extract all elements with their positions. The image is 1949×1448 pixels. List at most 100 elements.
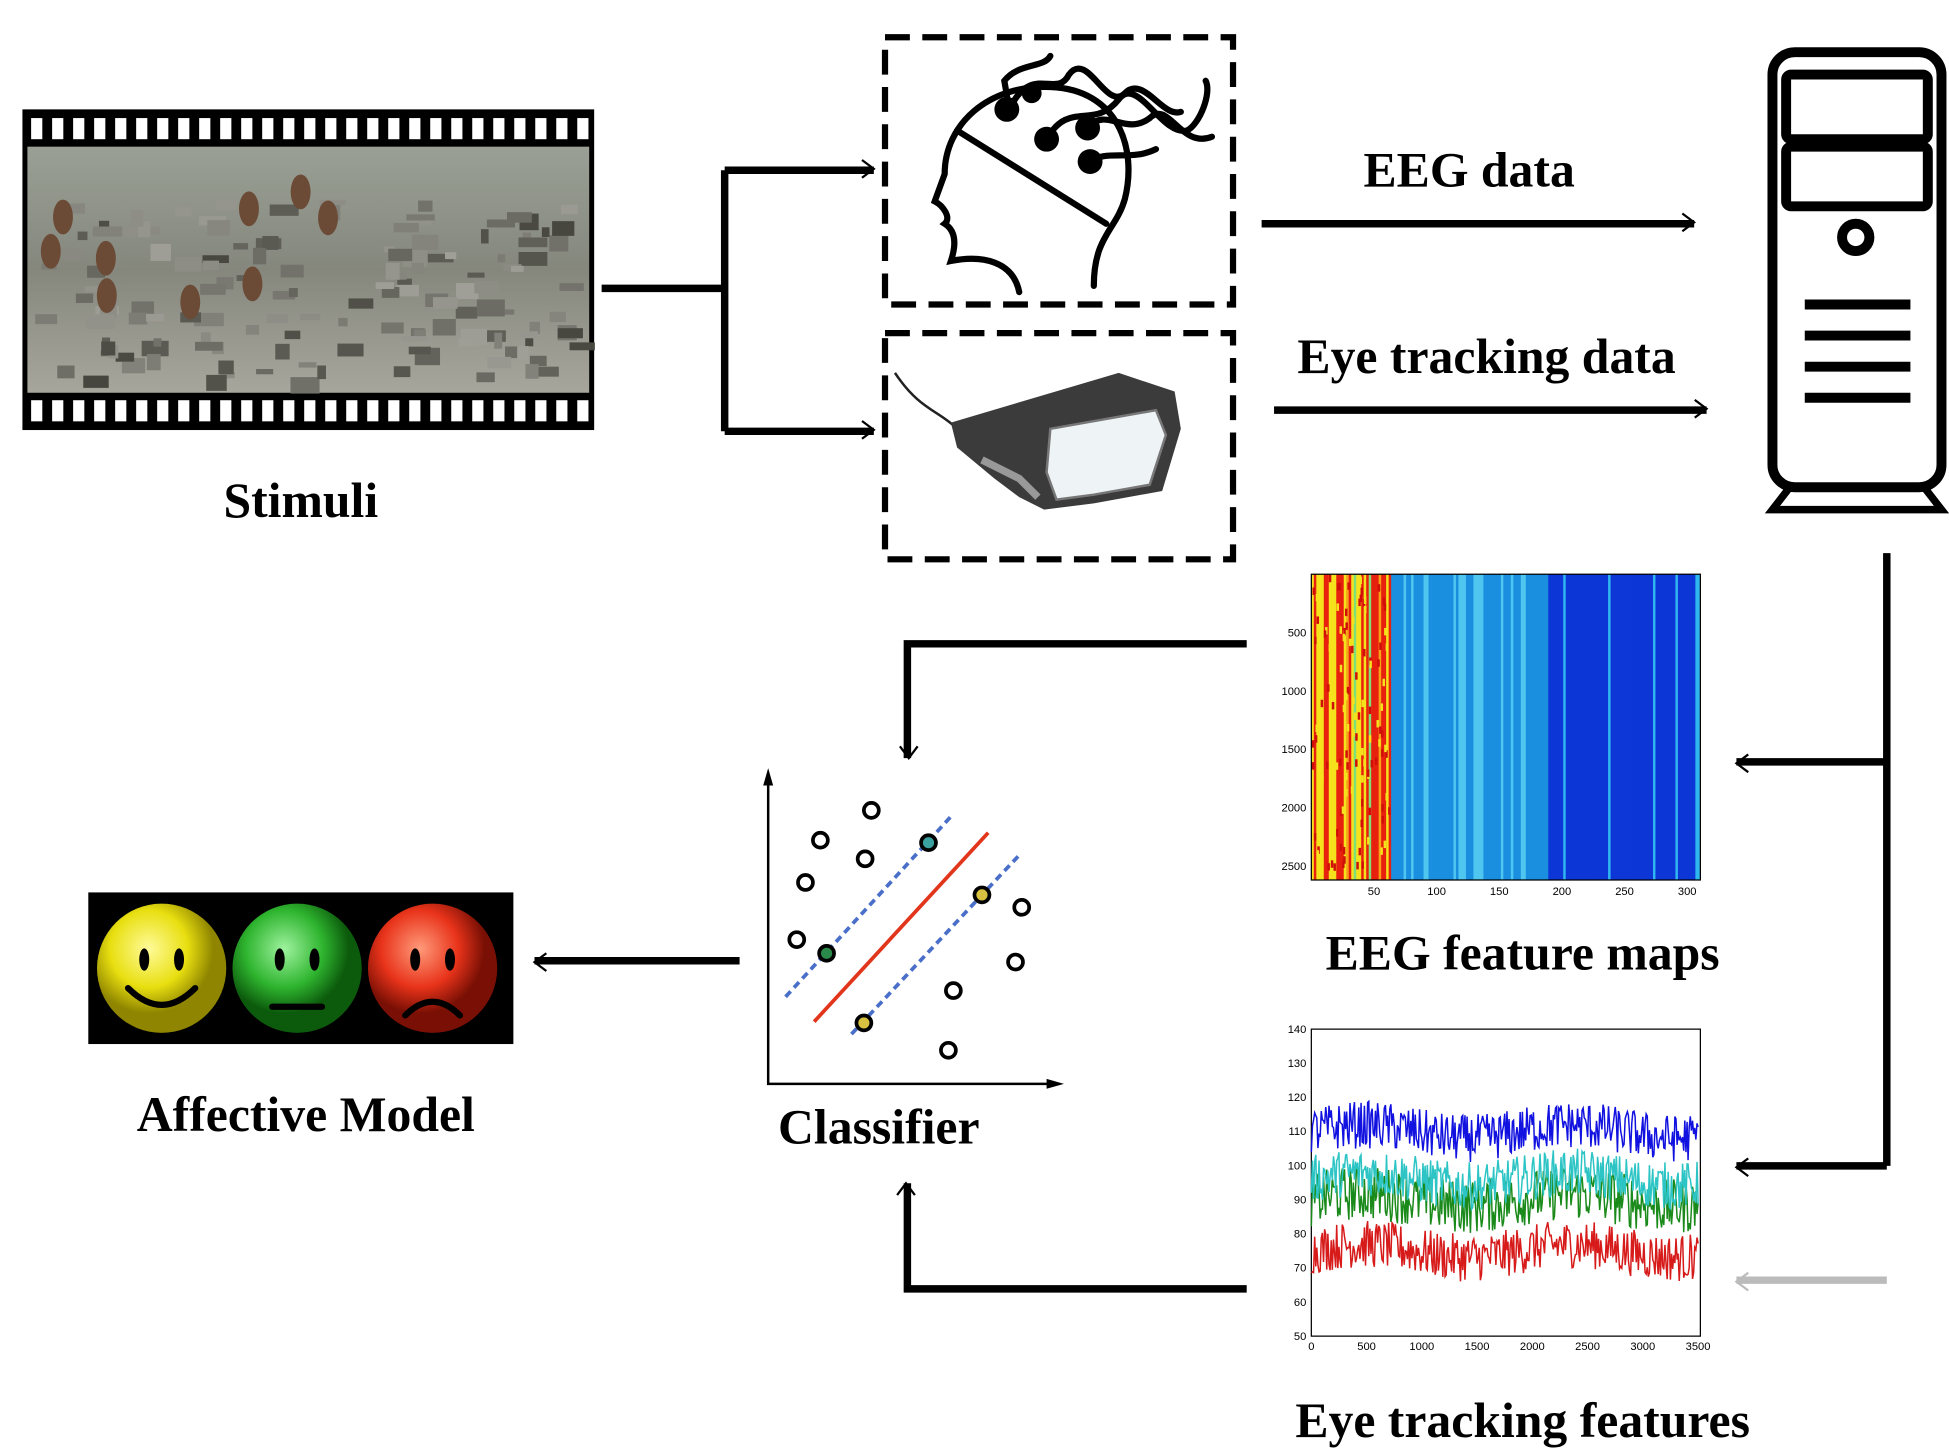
- x-tick-label: 3000: [1630, 1341, 1655, 1353]
- heatmap-speck: [1352, 729, 1355, 737]
- rubble: [220, 372, 235, 379]
- edge-label: EEG data: [1364, 142, 1575, 197]
- figure: [40, 233, 61, 269]
- heatmap-column: [1563, 574, 1567, 880]
- heatmap-speck: [1384, 627, 1387, 636]
- rubble: [474, 281, 499, 294]
- heatmap-speck: [1331, 723, 1335, 731]
- stimuli-label: Stimuli: [224, 473, 379, 528]
- heatmap-speck: [1343, 627, 1346, 636]
- heatmap-column: [1680, 574, 1684, 880]
- heatmap-column: [1358, 574, 1362, 880]
- heatmap-speck: [1336, 603, 1340, 611]
- rubble: [194, 341, 223, 351]
- rubble: [146, 354, 161, 371]
- rubble: [393, 366, 411, 378]
- heatmap-speck: [1357, 712, 1361, 720]
- sprocket-hole: [325, 400, 337, 422]
- heatmap-column: [1321, 574, 1325, 880]
- heatmap-speck: [1376, 719, 1379, 728]
- heatmap-column: [1388, 574, 1392, 880]
- heatmap-column: [1520, 574, 1524, 880]
- heatmap-speck: [1350, 786, 1354, 794]
- heatmap-speck: [1339, 664, 1343, 673]
- x-tick-label: 2500: [1575, 1341, 1600, 1353]
- eye-traces: [1310, 1099, 1699, 1282]
- heatmap-speck: [1342, 704, 1346, 713]
- rubble: [101, 337, 111, 345]
- heatmap-frame: [1310, 573, 1701, 881]
- heatmap-column: [1403, 574, 1407, 880]
- heatmap-column: [1697, 574, 1701, 880]
- sprocket-hole: [52, 118, 64, 140]
- rubble: [541, 227, 550, 237]
- rubble: [517, 346, 529, 360]
- rubble: [518, 331, 538, 339]
- rubble: [401, 336, 429, 342]
- sprocket-hole: [157, 118, 169, 140]
- sample-point: [854, 1013, 874, 1033]
- heatmap-speck: [1339, 843, 1343, 852]
- sprocket-hole: [199, 400, 211, 422]
- heatmap-speck: [1335, 762, 1339, 770]
- heatmap-column: [1438, 574, 1442, 880]
- heatmap-speck: [1340, 808, 1343, 816]
- heatmap-column: [1603, 574, 1606, 880]
- heatmap-column: [1401, 574, 1404, 880]
- heatmap-speck: [1345, 772, 1348, 781]
- y-tick-label: 120: [1288, 1092, 1307, 1104]
- sprocket-hole: [136, 400, 148, 422]
- glasses-icon: [893, 372, 1181, 510]
- heatmap-speck: [1314, 636, 1317, 645]
- heatmap-column: [1398, 574, 1402, 880]
- heatmap-speck: [1385, 750, 1388, 758]
- rubble: [487, 356, 512, 369]
- heatmap-speck: [1377, 584, 1381, 592]
- rubble: [233, 243, 249, 250]
- heatmap-column: [1525, 574, 1529, 880]
- sample-point: [855, 849, 875, 869]
- heatmap-column: [1518, 574, 1522, 880]
- sprocket-hole: [556, 400, 568, 422]
- heatmap-speck: [1339, 626, 1342, 634]
- sprocket-hole: [304, 400, 316, 422]
- heatmap-column: [1341, 574, 1345, 880]
- rubble: [561, 204, 578, 215]
- rubble: [381, 287, 400, 298]
- rubble: [518, 252, 548, 266]
- heatmap-column: [1630, 574, 1634, 880]
- heatmap-speck: [1380, 703, 1384, 711]
- sprocket-hole: [262, 118, 274, 140]
- heatmap-column: [1643, 574, 1646, 880]
- heatmap-speck: [1339, 758, 1342, 767]
- sample-point: [787, 930, 807, 949]
- heatmap-speck: [1316, 850, 1319, 858]
- heatmap-speck: [1313, 833, 1317, 841]
- rubble: [497, 254, 506, 263]
- figure: [239, 191, 259, 227]
- rubble: [445, 252, 457, 260]
- heatmap-speck: [1380, 749, 1384, 757]
- heatmap-column: [1657, 574, 1661, 880]
- heatmap-column: [1598, 574, 1601, 880]
- sprocket-hole: [325, 118, 337, 140]
- heatmap-column: [1530, 574, 1534, 880]
- heatmap-speck: [1315, 593, 1319, 602]
- heatmap-speck: [1367, 837, 1370, 845]
- heatmap-speck: [1354, 712, 1357, 721]
- classifier-label: Classifier: [778, 1099, 980, 1154]
- sprocket-hole: [136, 118, 148, 140]
- rubble: [272, 290, 296, 300]
- heatmap-speck: [1377, 659, 1380, 667]
- heatmap-speck: [1368, 735, 1372, 743]
- y-tick-label: 60: [1294, 1297, 1306, 1309]
- rubble: [75, 293, 94, 303]
- heatmap-column: [1687, 574, 1691, 880]
- heatmap-column: [1353, 574, 1357, 880]
- y-tick-label: 80: [1294, 1229, 1306, 1241]
- heatmap-column: [1443, 574, 1447, 880]
- rubble: [153, 338, 162, 347]
- heatmap-column: [1650, 574, 1654, 880]
- rubble: [77, 231, 88, 241]
